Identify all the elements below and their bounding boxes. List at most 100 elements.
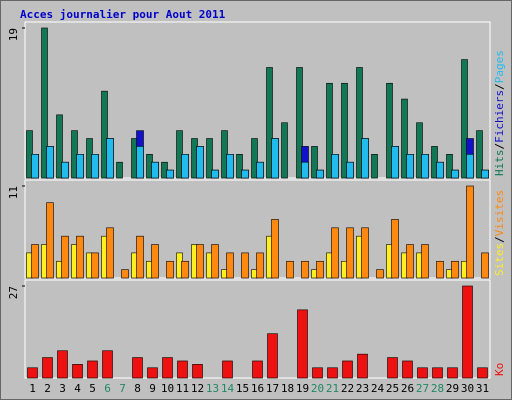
- x-tick-label: 26: [401, 382, 414, 395]
- bar: [401, 98, 408, 179]
- bar: [451, 169, 459, 179]
- bar: [342, 360, 353, 379]
- bar: [192, 364, 203, 379]
- bar: [166, 169, 174, 179]
- x-tick-label: 29: [446, 382, 459, 395]
- bar: [466, 154, 474, 179]
- bar: [402, 360, 413, 379]
- x-tick-label: 17: [266, 382, 279, 395]
- x-tick-label: 27: [416, 382, 429, 395]
- legend-entry: Visites: [493, 190, 506, 236]
- bar: [346, 161, 354, 179]
- y-tick-label: 27: [7, 286, 20, 299]
- bar: [196, 146, 204, 179]
- bar: [87, 360, 98, 379]
- bar: [311, 146, 318, 179]
- legend: Hits/Fichiers/Pages: [493, 50, 506, 176]
- bar: [346, 227, 354, 279]
- bar: [256, 161, 264, 179]
- x-tick-label: 25: [386, 382, 399, 395]
- bar: [386, 82, 393, 179]
- bar: [371, 154, 378, 179]
- bar: [267, 333, 278, 379]
- bar: [226, 154, 234, 179]
- legend-separator: /: [493, 143, 506, 150]
- bar: [286, 260, 294, 279]
- bar: [376, 269, 384, 279]
- bar: [46, 146, 54, 179]
- bar: [421, 154, 429, 179]
- bar: [327, 367, 338, 379]
- x-tick-label: 5: [89, 382, 96, 395]
- legend-entry: Fichiers: [493, 90, 506, 143]
- bar: [57, 350, 68, 379]
- bar: [42, 357, 53, 379]
- bar: [236, 154, 243, 179]
- bar: [61, 235, 69, 279]
- x-tick-label: 9: [149, 382, 156, 395]
- chart-title: Acces journalier pour Aout 2011: [20, 8, 226, 21]
- bar: [451, 260, 459, 279]
- bar: [226, 252, 234, 279]
- bar: [151, 161, 159, 179]
- bar: [162, 357, 173, 379]
- bar: [436, 260, 444, 279]
- bar: [101, 90, 108, 179]
- bar: [421, 244, 429, 279]
- bar: [211, 169, 219, 179]
- bar: [121, 269, 129, 279]
- x-tick-label: 30: [461, 382, 474, 395]
- bar: [481, 252, 489, 279]
- legend: Sites/Visites: [493, 190, 506, 276]
- bar: [136, 146, 144, 179]
- x-tick-label: 15: [236, 382, 249, 395]
- bar: [251, 138, 258, 179]
- bar: [91, 154, 99, 179]
- bar: [357, 353, 368, 379]
- bar: [91, 252, 99, 279]
- bar: [56, 114, 63, 179]
- bar: [31, 244, 39, 279]
- x-tick-label: 22: [341, 382, 354, 395]
- bar: [406, 154, 414, 179]
- bar: [266, 67, 273, 179]
- bar: [271, 219, 279, 279]
- legend-entry: Ko: [493, 363, 506, 376]
- x-tick-label: 8: [134, 382, 141, 395]
- bar: [461, 59, 468, 179]
- bar: [331, 227, 339, 279]
- bar: [151, 244, 159, 279]
- bar: [356, 67, 363, 179]
- bar: [241, 169, 249, 179]
- x-tick-label: 10: [161, 382, 174, 395]
- bar: [132, 357, 143, 379]
- bar: [46, 202, 54, 279]
- y-tick-label: 11: [7, 186, 20, 199]
- bar: [147, 367, 158, 379]
- bar: [391, 219, 399, 279]
- bar: [387, 357, 398, 379]
- bar: [106, 227, 114, 279]
- x-tick-label: 20: [311, 382, 324, 395]
- bar: [446, 154, 453, 179]
- bar: [116, 161, 123, 179]
- bar: [102, 350, 113, 379]
- x-tick-label: 19: [296, 382, 309, 395]
- bar: [76, 154, 84, 179]
- x-tick-label: 21: [326, 382, 339, 395]
- bar: [331, 154, 339, 179]
- bar: [476, 130, 483, 179]
- x-tick-label: 24: [371, 382, 385, 395]
- bar: [416, 122, 423, 179]
- bar: [447, 367, 458, 379]
- bar: [297, 309, 308, 379]
- legend-entry: Hits: [493, 150, 506, 177]
- legend-separator: /: [493, 236, 506, 243]
- bar: [271, 138, 279, 179]
- bar: [417, 367, 428, 379]
- bar: [177, 360, 188, 379]
- bar: [181, 154, 189, 179]
- legend-entry: Sites: [493, 243, 506, 276]
- bar: [477, 367, 488, 379]
